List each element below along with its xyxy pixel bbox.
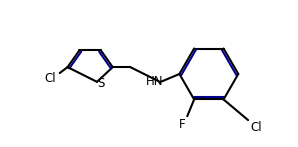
Text: HN: HN [146,75,164,88]
Text: Cl: Cl [250,121,262,135]
Text: Cl: Cl [44,72,56,85]
Text: F: F [179,118,186,131]
Text: S: S [97,77,105,90]
